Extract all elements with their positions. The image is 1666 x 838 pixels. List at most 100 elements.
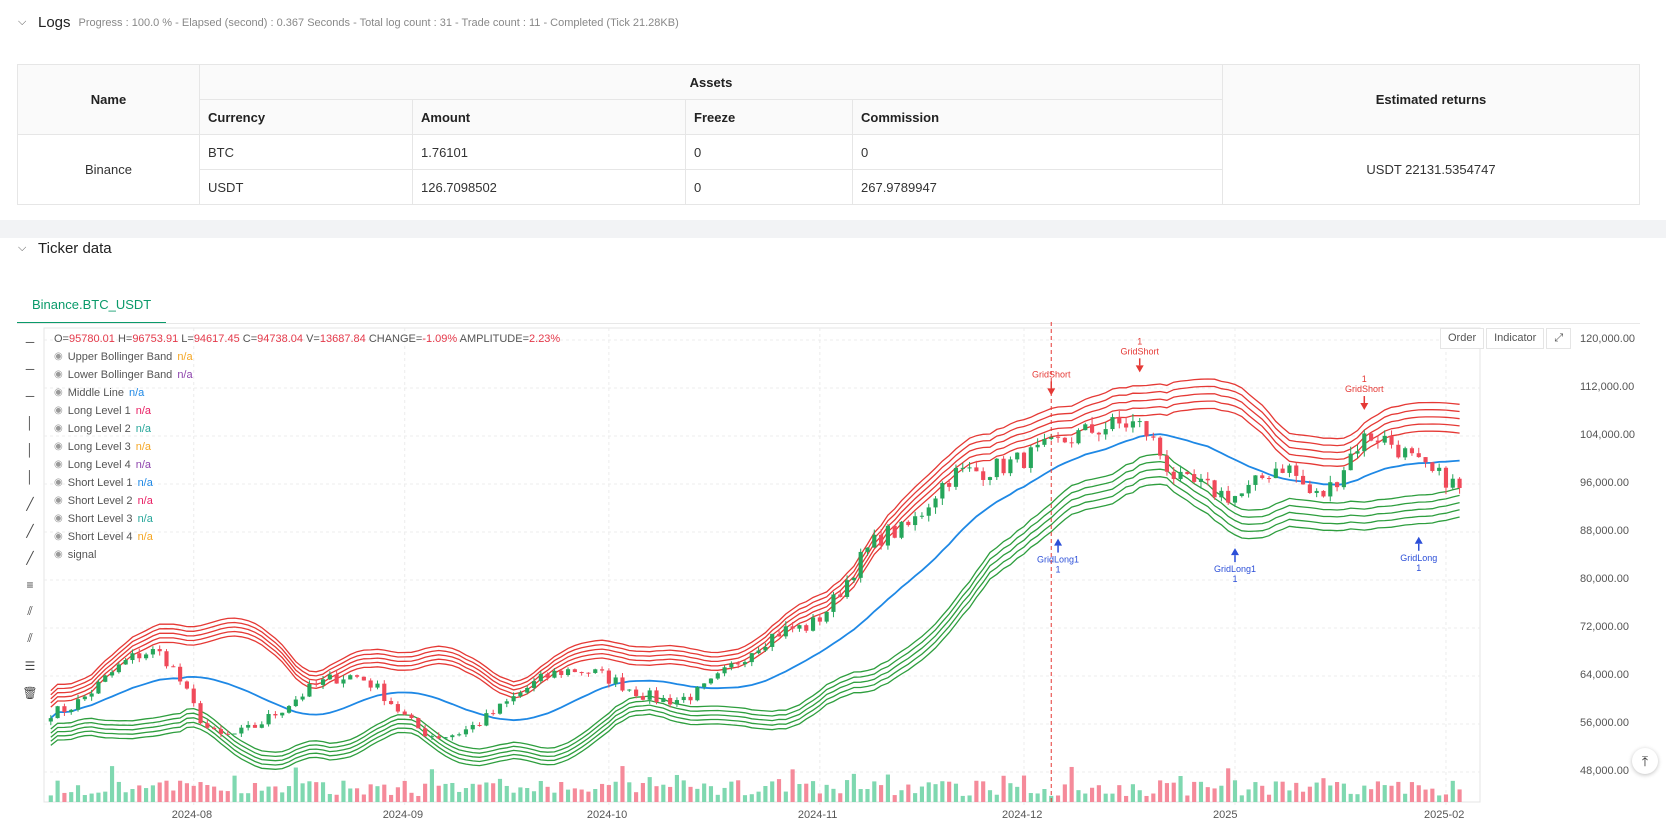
eye-icon[interactable]: ◉ bbox=[54, 495, 63, 506]
legend-item[interactable]: ◉ Middle Line n/a bbox=[54, 384, 560, 402]
candle-body bbox=[1110, 417, 1115, 430]
volume-bar bbox=[109, 766, 115, 802]
col-freeze: Freeze bbox=[685, 99, 853, 135]
amplitude-label: AMPLITUDE= bbox=[459, 333, 530, 345]
candle-body bbox=[382, 683, 387, 702]
candle-body bbox=[477, 725, 482, 727]
logs-header[interactable]: ⌵ Logs Progress : 100.0 % - Elapsed (sec… bbox=[18, 14, 679, 31]
measure-icon[interactable]: ☰ bbox=[24, 658, 36, 673]
candle-body bbox=[606, 670, 611, 684]
volume-bar bbox=[1260, 785, 1265, 802]
legend-item[interactable]: ◉ Lower Bollinger Band n/a bbox=[54, 366, 560, 384]
volume-bar bbox=[402, 780, 407, 802]
cross-line-icon[interactable]: │ bbox=[26, 442, 34, 457]
volume-bar bbox=[1028, 793, 1033, 802]
order-button[interactable]: Order bbox=[1440, 328, 1485, 349]
legend-item[interactable]: ◉ Short Level 3 n/a bbox=[54, 510, 560, 528]
eye-icon[interactable]: ◉ bbox=[54, 423, 63, 434]
amount-cell: 126.7098502 bbox=[412, 169, 686, 205]
candle-body bbox=[572, 669, 577, 673]
trend-line-icon[interactable]: ╱ bbox=[26, 496, 34, 511]
scroll-top-icon[interactable]: ⤒ bbox=[1632, 748, 1658, 774]
volume-bar bbox=[457, 791, 462, 802]
volume-bar bbox=[82, 795, 87, 802]
candle-body bbox=[899, 521, 904, 538]
vertical-line-icon[interactable]: │ bbox=[26, 415, 34, 430]
table-row: Binance BTC 1.76101 0 0 USDT 22131.53547… bbox=[17, 134, 1640, 205]
legend-item[interactable]: ◉ Short Level 4 n/a bbox=[54, 528, 560, 546]
legend-item[interactable]: ◉ Upper Bollinger Band n/a bbox=[54, 348, 560, 366]
ticker-header[interactable]: ⌵ Ticker data bbox=[18, 240, 112, 257]
legend-label: Long Level 2 bbox=[67, 423, 131, 435]
candle-body bbox=[756, 650, 761, 654]
volume-bar bbox=[1124, 795, 1129, 802]
legend-item[interactable]: ◉ Short Level 2 n/a bbox=[54, 492, 560, 510]
volume-bar bbox=[783, 791, 788, 802]
candle-body bbox=[1164, 455, 1170, 472]
candle-body bbox=[48, 718, 53, 722]
segment-icon[interactable]: ─ bbox=[25, 388, 35, 403]
fib-icon[interactable]: ⫽ bbox=[27, 631, 33, 645]
candle-body bbox=[212, 727, 217, 730]
eye-icon[interactable]: ◉ bbox=[54, 459, 63, 470]
extended-line-icon[interactable]: ╱ bbox=[26, 550, 34, 565]
legend-item[interactable]: ◉ Long Level 4 n/a bbox=[54, 456, 560, 474]
volume-bar bbox=[1375, 781, 1380, 802]
candle-body bbox=[1443, 467, 1449, 488]
eye-icon[interactable]: ◉ bbox=[54, 369, 63, 380]
pitchfork-icon[interactable]: ⫽ bbox=[27, 604, 33, 618]
volume-bar bbox=[1362, 785, 1367, 802]
candle-body bbox=[525, 687, 530, 693]
eye-icon[interactable]: ◉ bbox=[54, 549, 63, 560]
legend-item[interactable]: ◉ signal bbox=[54, 546, 560, 564]
volume-bar bbox=[504, 785, 509, 802]
trash-icon[interactable]: 🗑 bbox=[22, 685, 38, 700]
parallel-channel-icon[interactable]: ≡ bbox=[26, 577, 34, 592]
volume-bar bbox=[1300, 791, 1306, 802]
volume-value: 13687.84 bbox=[319, 333, 366, 345]
vertical-segment-icon[interactable]: │ bbox=[26, 469, 34, 484]
candle-body bbox=[1300, 475, 1306, 485]
candle-body bbox=[348, 675, 353, 680]
legend-item[interactable]: ◉ Long Level 3 n/a bbox=[54, 438, 560, 456]
candle-body bbox=[1124, 423, 1129, 428]
candle-body bbox=[817, 617, 822, 622]
legend-item[interactable]: ◉ Long Level 2 n/a bbox=[54, 420, 560, 438]
volume-bar bbox=[144, 788, 149, 802]
candle-body bbox=[647, 690, 652, 700]
horizontal-ray-icon[interactable]: ─ bbox=[25, 361, 35, 376]
indicator-button[interactable]: Indicator bbox=[1486, 328, 1545, 349]
ray-icon[interactable]: ╱ bbox=[26, 523, 34, 538]
volume-bar bbox=[1219, 785, 1224, 802]
volume-bar bbox=[69, 792, 74, 802]
close-value: 94738.04 bbox=[257, 333, 304, 345]
short-arrow-icon bbox=[1135, 365, 1144, 373]
volume-bar bbox=[858, 789, 863, 802]
eye-icon[interactable]: ◉ bbox=[54, 531, 63, 542]
candle-body bbox=[586, 672, 591, 674]
legend-item[interactable]: ◉ Long Level 1 n/a bbox=[54, 402, 560, 420]
eye-icon[interactable]: ◉ bbox=[54, 513, 63, 524]
eye-icon[interactable]: ◉ bbox=[54, 387, 63, 398]
collapse-caret-icon[interactable]: ⌵ bbox=[18, 16, 27, 28]
eye-icon[interactable]: ◉ bbox=[54, 351, 63, 362]
volume-bar bbox=[1232, 780, 1238, 802]
fullscreen-icon[interactable]: ⤢ bbox=[1546, 328, 1572, 349]
volume-bar bbox=[565, 789, 571, 802]
eye-icon[interactable]: ◉ bbox=[54, 405, 63, 416]
volume-bar bbox=[810, 781, 816, 802]
collapse-caret-icon[interactable]: ⌵ bbox=[18, 242, 27, 254]
candle-body bbox=[1328, 482, 1333, 497]
candle-body bbox=[1294, 465, 1299, 476]
legend-label: Middle Line bbox=[67, 387, 124, 399]
eye-icon[interactable]: ◉ bbox=[54, 441, 63, 452]
volume-bar bbox=[62, 792, 67, 802]
candle-body bbox=[565, 669, 571, 675]
candle-body bbox=[947, 483, 952, 487]
signal-label: GridLong1 bbox=[1037, 555, 1079, 565]
horizontal-line-icon[interactable]: ─ bbox=[25, 334, 35, 349]
volume-bar bbox=[191, 785, 196, 802]
legend-item[interactable]: ◉ Short Level 1 n/a bbox=[54, 474, 560, 492]
eye-icon[interactable]: ◉ bbox=[54, 477, 63, 488]
